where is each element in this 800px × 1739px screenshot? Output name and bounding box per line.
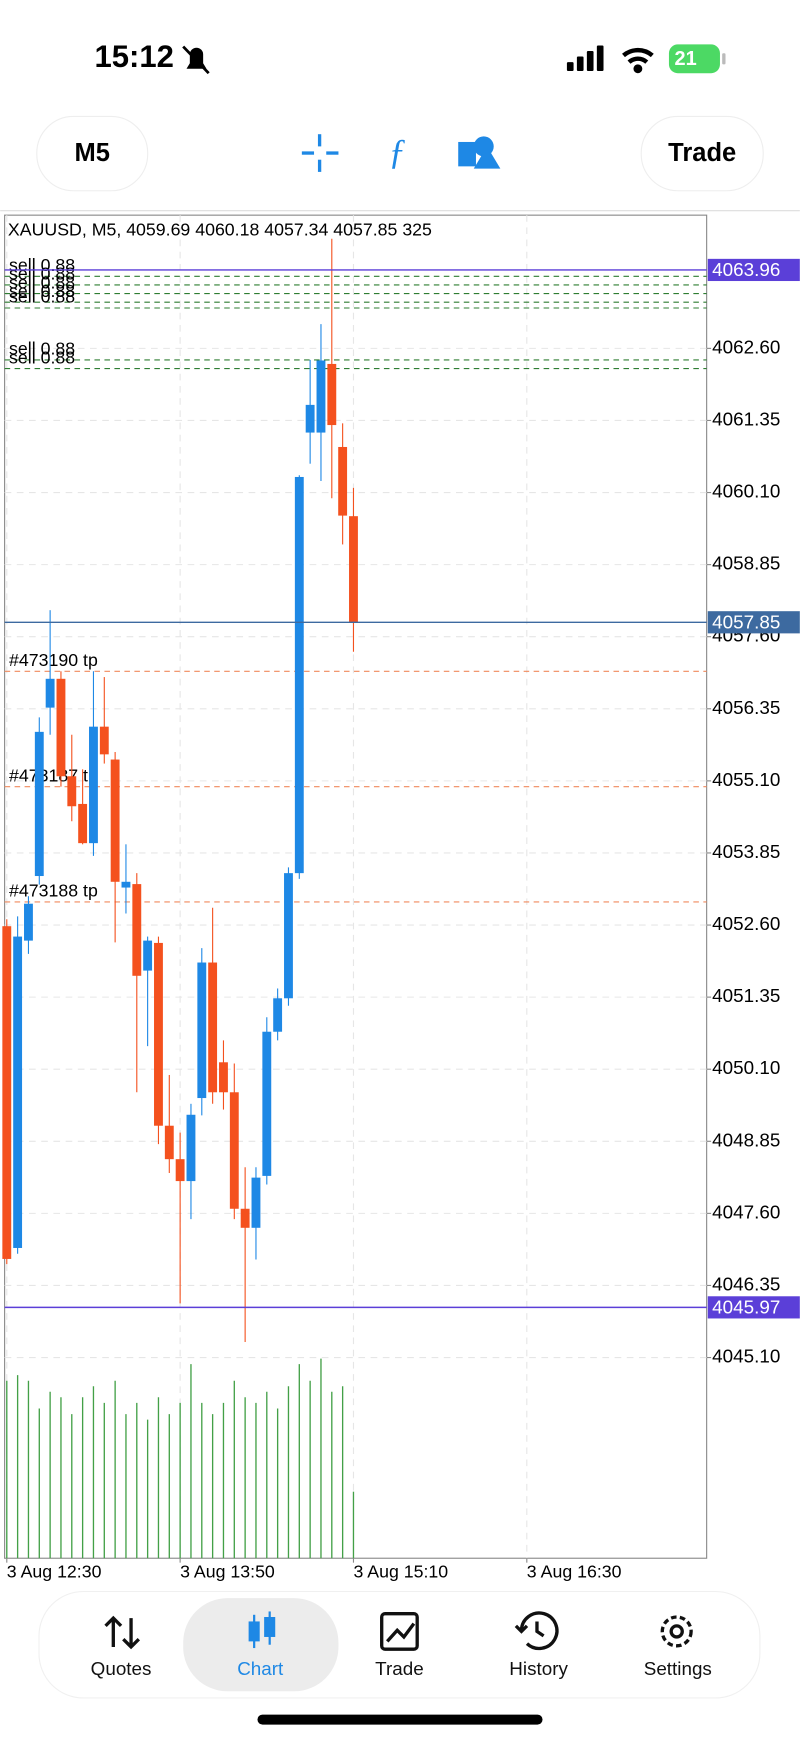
objects-button[interactable]	[458, 136, 501, 169]
candle-body	[110, 759, 120, 882]
price-label: 4063.96	[712, 259, 780, 280]
y-tick-label: 4061.35	[712, 408, 780, 429]
candle-body	[251, 1177, 261, 1228]
price-label-box	[707, 611, 800, 634]
candle-body	[13, 936, 23, 1248]
candle-body	[208, 962, 218, 1093]
candle-body	[186, 1114, 196, 1182]
chart-title: XAUUSD, M5, 4059.69 4060.18 4057.34 4057…	[8, 219, 432, 239]
price-label: 4045.97	[712, 1296, 780, 1317]
y-tick-label: 4060.10	[712, 481, 780, 502]
tab-label[interactable]: Quotes	[91, 1658, 152, 1679]
y-tick-label: 4058.85	[712, 553, 780, 574]
crosshair-button[interactable]	[301, 134, 339, 172]
chart: 4062.604061.354060.104058.854057.604056.…	[2, 215, 800, 1581]
chart-icon[interactable]	[248, 1611, 276, 1649]
candle-body	[24, 903, 33, 941]
candle-body	[99, 726, 109, 755]
candle-body	[154, 942, 163, 1126]
candle-body	[121, 881, 131, 888]
timeframe-label[interactable]: M5	[75, 139, 110, 167]
battery-tip	[722, 53, 726, 65]
candle-body	[219, 1062, 228, 1093]
candle-body	[143, 940, 153, 971]
battery	[668, 44, 720, 74]
tab-bar	[38, 1590, 761, 1699]
candle-body	[349, 516, 358, 623]
candle-body	[56, 678, 66, 777]
x-tick-label: 3 Aug 12:30	[7, 1561, 102, 1581]
history-icon[interactable]	[514, 1611, 559, 1651]
price-label-box	[707, 258, 800, 282]
candle-body	[78, 803, 88, 844]
y-tick-label: 4051.35	[712, 985, 780, 1006]
candle-body	[164, 1125, 174, 1160]
signal-icon	[566, 45, 604, 71]
candle-body	[305, 404, 315, 433]
active-tab	[183, 1598, 339, 1692]
order-label: sell 0.88	[9, 347, 75, 367]
y-tick-label: 4055.10	[712, 769, 780, 790]
tab-label[interactable]: Chart	[237, 1658, 284, 1679]
candle-body	[34, 731, 44, 877]
candle-body	[175, 1159, 185, 1182]
candle-body	[273, 998, 283, 1032]
y-tick-label: 4045.10	[712, 1346, 780, 1367]
x-tick-label: 3 Aug 13:50	[180, 1561, 275, 1581]
candle-body	[262, 1031, 272, 1176]
wifi-icon	[622, 47, 654, 74]
quotes-icon[interactable]	[104, 1615, 140, 1650]
order-label: #473190 tp	[9, 650, 98, 670]
clock: 15:12	[94, 39, 173, 74]
y-tick-label: 4053.85	[712, 841, 780, 862]
trade-icon[interactable]	[380, 1612, 419, 1651]
y-tick-label: 4050.10	[712, 1057, 780, 1078]
candle-body	[316, 360, 326, 433]
y-tick-label: 4048.85	[712, 1129, 780, 1150]
order-label: sell 0.88	[9, 264, 75, 284]
y-tick-label: 4056.35	[712, 697, 780, 718]
order-label: #473187 tp	[9, 765, 98, 785]
candle-body	[197, 962, 207, 1099]
tab-labels: Quotes Chart Trade History Settings	[91, 1658, 712, 1679]
candle-body	[2, 926, 12, 1259]
trade-button[interactable]	[640, 115, 764, 192]
candle-body	[67, 776, 77, 807]
candle-body	[338, 446, 348, 516]
x-tick-label: 3 Aug 16:30	[527, 1561, 622, 1581]
candle-body	[229, 1092, 239, 1209]
price-label: 4057.85	[712, 611, 780, 632]
trade-label[interactable]: Trade	[668, 139, 736, 167]
home-indicator	[257, 1714, 543, 1725]
tab-label[interactable]: History	[509, 1658, 568, 1679]
order-label: sell 0.88	[9, 339, 75, 359]
indicators-button[interactable]: ƒ	[388, 131, 406, 171]
x-tick-label: 3 Aug 15:10	[353, 1561, 448, 1581]
settings-icon[interactable]	[660, 1615, 693, 1648]
order-label: sell 0.88	[9, 272, 75, 292]
bell-off-icon	[182, 45, 210, 75]
candle-body	[240, 1208, 250, 1228]
y-tick-label: 4046.35	[712, 1273, 780, 1294]
tab-label[interactable]: Settings	[644, 1658, 712, 1679]
y-tick-label: 4047.60	[712, 1201, 780, 1222]
candle-body	[45, 678, 55, 708]
y-tick-label: 4062.60	[712, 336, 780, 357]
order-label: sell 0.88	[9, 281, 75, 301]
timeframe-button[interactable]	[36, 115, 149, 192]
order-label: #473188 tp	[9, 881, 98, 901]
tab-label[interactable]: Trade	[375, 1658, 424, 1679]
candle-body	[327, 363, 337, 426]
price-label-box	[707, 1296, 800, 1319]
order-label: sell 0.88	[9, 287, 75, 307]
battery-level: 21	[674, 48, 696, 70]
candle-body	[294, 476, 304, 874]
candle-body	[132, 884, 142, 976]
candle-body	[89, 726, 98, 844]
y-tick-label: 4052.60	[712, 913, 780, 934]
plot-frame	[4, 214, 708, 1559]
candle-body	[284, 873, 293, 999]
